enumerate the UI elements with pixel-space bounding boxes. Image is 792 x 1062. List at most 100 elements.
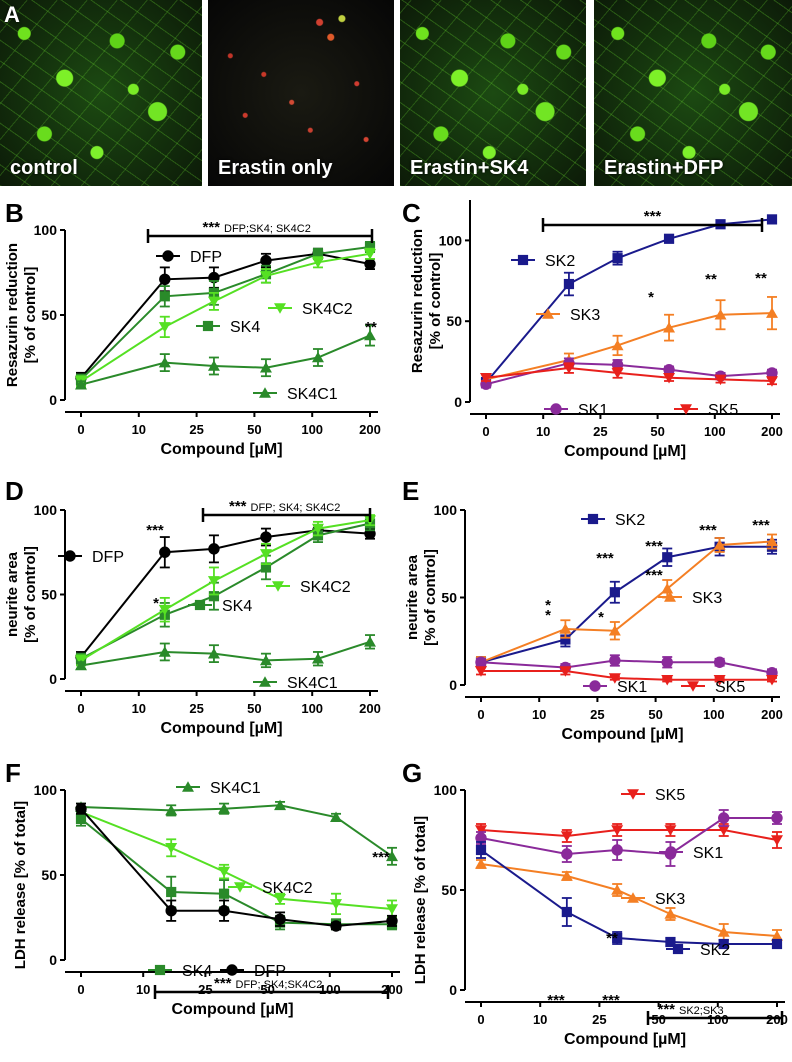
y-tick-label: 100 — [34, 782, 58, 798]
data-point-sk5 — [562, 363, 575, 374]
series-line-sk5 — [480, 829, 778, 841]
y-axis-label: Resazurin reduction — [4, 243, 21, 387]
data-point-sk4c1 — [207, 647, 220, 659]
data-point-sk4c2 — [311, 257, 324, 268]
data-point-sk5 — [560, 831, 573, 842]
data-point-sk4c2 — [207, 576, 220, 587]
panel-letter-a: A — [4, 2, 20, 27]
data-point-sk4 — [208, 591, 220, 602]
y-tick-label: 50 — [441, 590, 457, 606]
legend-label-sk1: SK1 — [617, 679, 647, 696]
data-point-dfp — [386, 915, 398, 927]
data-point-sk2 — [771, 938, 783, 950]
data-point-sk4c2 — [165, 843, 178, 854]
legend-marker — [234, 882, 246, 893]
y-tick-label: 0 — [449, 677, 457, 693]
data-point-sk4 — [260, 562, 272, 573]
panel-letter-b: B — [5, 198, 24, 228]
data-point-sk5 — [661, 674, 674, 686]
x-tick-label: 50 — [648, 707, 662, 722]
series-line-sk4 — [80, 522, 371, 660]
data-point-sk2 — [609, 587, 620, 598]
legend-label-sk4: SK4 — [230, 319, 260, 336]
data-point-sk1 — [661, 656, 673, 668]
legend-marker — [272, 581, 284, 592]
legend-label-sk5: SK5 — [708, 402, 738, 419]
data-point-sk4c1 — [330, 811, 343, 822]
data-point-sk5 — [559, 666, 572, 677]
caption-erastin-sk4: Erastin+SK4 — [410, 157, 529, 179]
data-point-sk3 — [664, 908, 677, 919]
micrograph-erastin-sk4: Erastin+SK4 — [400, 0, 586, 186]
data-point-sk4c2 — [259, 549, 272, 560]
x-tick-label: 50 — [247, 422, 261, 437]
y-tick-label: 100 — [434, 782, 458, 798]
y-axis-label: Resazurin reduction — [409, 229, 426, 373]
series-line-sk4c1 — [80, 640, 371, 667]
data-point-sk2 — [662, 552, 673, 563]
legend-marker — [665, 846, 677, 858]
legend-label-sk4c2: SK4C2 — [300, 579, 351, 596]
data-point-sk5 — [771, 835, 783, 846]
y-axis-label: neurite area — [4, 551, 21, 637]
panel-letter-c: C — [402, 198, 421, 228]
legend-label-sk5: SK5 — [655, 787, 685, 804]
legend-marker — [627, 892, 639, 903]
legend-label-dfp: DFP — [190, 249, 222, 266]
legend-label-sk4c1: SK4C1 — [287, 386, 338, 403]
data-point-dfp — [260, 254, 272, 267]
legend-marker — [587, 513, 599, 525]
legend-label-sk3: SK3 — [570, 307, 600, 324]
x-tick-label: 0 — [477, 707, 484, 722]
data-point-sk4 — [218, 888, 230, 899]
x-tick-label: 0 — [482, 424, 489, 439]
data-point-sk4c1 — [274, 799, 287, 811]
data-point-sk4c2 — [274, 894, 287, 905]
significance-stars: *** — [645, 538, 663, 555]
y-tick-label: 0 — [49, 952, 57, 968]
data-point-dfp — [75, 803, 87, 815]
significance-stars: *** — [602, 992, 620, 1009]
data-point-sk5 — [713, 674, 726, 686]
series-line-sk1 — [480, 659, 773, 674]
y-axis-label-unit: [% of control] — [22, 267, 39, 364]
legend-label-sk4: SK4 — [182, 963, 212, 980]
significance-stars: *** — [214, 975, 232, 992]
x-tick-label: 10 — [536, 424, 550, 439]
series-line-sk3 — [485, 312, 773, 381]
x-tick-label: 100 — [707, 1012, 729, 1027]
legend-marker — [162, 250, 174, 262]
data-point-sk3 — [661, 583, 674, 594]
data-point-sk5 — [714, 374, 727, 386]
data-point-sk5 — [611, 825, 624, 836]
legend-label-sk2: SK2 — [545, 253, 575, 270]
significance-stars: *** — [596, 550, 614, 567]
significance-stars: * — [545, 607, 551, 624]
x-tick-label: 0 — [77, 701, 84, 716]
data-point-sk5 — [717, 825, 730, 836]
y-tick-label: 0 — [454, 394, 462, 410]
x-tick-label: 100 — [301, 422, 323, 437]
series-line-sk4c1 — [80, 804, 393, 858]
data-point-sk4c1 — [259, 362, 272, 373]
caption-erastin-dfp: Erastin+DFP — [604, 157, 724, 179]
legend-label-sk3: SK3 — [655, 891, 685, 908]
x-tick-label: 10 — [532, 707, 546, 722]
significance-stars: *** — [547, 992, 565, 1009]
legend-label-sk5: SK5 — [715, 679, 745, 696]
data-point-dfp — [274, 913, 286, 925]
y-axis-label: LDH release [% of total] — [12, 801, 29, 969]
legend-marker — [542, 308, 554, 319]
caption-control: control — [10, 157, 78, 179]
series-line-sk2 — [480, 849, 777, 945]
data-point-sk3 — [717, 926, 730, 937]
data-point-sk3 — [611, 884, 624, 895]
y-tick-label: 0 — [449, 982, 457, 998]
y-tick-label: 50 — [41, 307, 57, 323]
data-point-sk3 — [713, 539, 726, 550]
data-point-sk4c2 — [158, 322, 171, 333]
legend-label-sk2: SK2 — [615, 512, 645, 529]
data-point-sk2 — [663, 233, 675, 244]
data-point-sk4c1 — [75, 659, 87, 671]
data-point-dfp — [364, 258, 376, 270]
